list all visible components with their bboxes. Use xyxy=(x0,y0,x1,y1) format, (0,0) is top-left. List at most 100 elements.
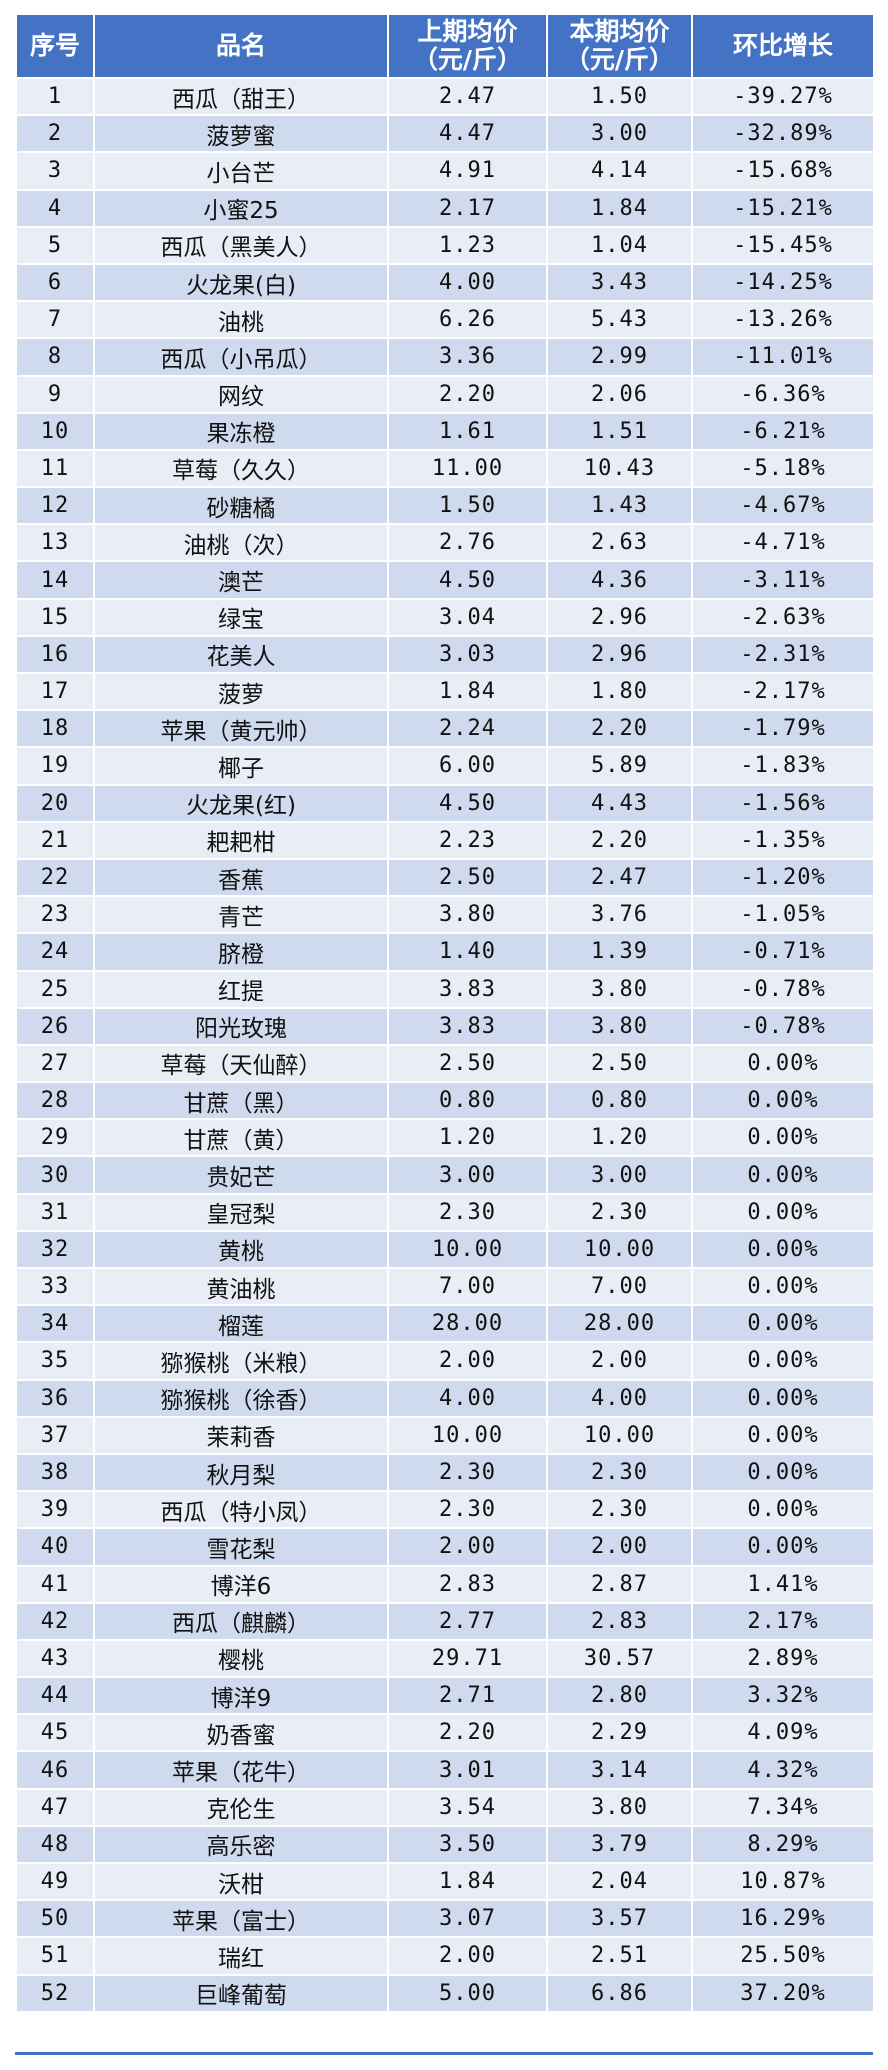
cell-previous-price: 4.47 xyxy=(389,116,546,152)
cell-product-name: 黄油桃 xyxy=(95,1269,387,1305)
header-index: 序号 xyxy=(17,15,93,77)
cell-previous-price: 3.04 xyxy=(389,599,546,635)
cell-index: 25 xyxy=(17,971,93,1007)
cell-change-rate: -2.63% xyxy=(693,599,873,635)
cell-change-rate: -1.79% xyxy=(693,711,873,747)
table-row: 50 苹果（富士） 3.07 3.57 16.29% xyxy=(17,1901,873,1937)
cell-change-rate: -3.11% xyxy=(693,562,873,598)
cell-index: 37 xyxy=(17,1417,93,1453)
table-body: 1 西瓜（甜王） 2.47 1.50 -39.27% 2 菠萝蜜 4.47 3.00 -32.89… xyxy=(17,79,873,2011)
cell-index: 13 xyxy=(17,525,93,561)
cell-index: 45 xyxy=(17,1715,93,1751)
table-row: 4 小蜜25 2.17 1.84 -15.21% xyxy=(17,190,873,226)
cell-previous-price: 3.83 xyxy=(389,971,546,1007)
cell-change-rate: -32.89% xyxy=(693,116,873,152)
cell-previous-price: 7.00 xyxy=(389,1269,546,1305)
cell-change-rate: -4.71% xyxy=(693,525,873,561)
cell-index: 44 xyxy=(17,1678,93,1714)
cell-index: 28 xyxy=(17,1083,93,1119)
cell-index: 52 xyxy=(17,1975,93,2011)
cell-previous-price: 2.50 xyxy=(389,1045,546,1082)
cell-current-price: 3.76 xyxy=(548,897,691,933)
cell-current-price: 10.00 xyxy=(548,1417,691,1453)
cell-index: 14 xyxy=(17,562,93,598)
table-row: 35 猕猴桃（米粮） 2.00 2.00 0.00% xyxy=(17,1343,873,1379)
cell-product-name: 苹果（黄元帅） xyxy=(95,711,387,747)
cell-previous-price: 2.23 xyxy=(389,822,546,858)
cell-current-price: 1.50 xyxy=(548,79,691,115)
cell-index: 18 xyxy=(17,711,93,747)
table-row: 49 沃柑 1.84 2.04 10.87% xyxy=(17,1864,873,1900)
cell-previous-price: 4.00 xyxy=(389,1380,546,1416)
cell-change-rate: -2.17% xyxy=(693,674,873,710)
cell-change-rate: -5.18% xyxy=(693,450,873,487)
cell-current-price: 2.30 xyxy=(548,1492,691,1528)
cell-index: 33 xyxy=(17,1269,93,1305)
cell-product-name: 高乐密 xyxy=(95,1826,387,1862)
cell-index: 7 xyxy=(17,302,93,338)
cell-previous-price: 28.00 xyxy=(389,1306,546,1342)
cell-previous-price: 1.20 xyxy=(389,1120,546,1156)
cell-change-rate: 1.41% xyxy=(693,1566,873,1602)
cell-product-name: 阳光玫瑰 xyxy=(95,1008,387,1044)
cell-product-name: 火龙果(红) xyxy=(95,785,387,821)
cell-product-name: 猕猴桃（米粮） xyxy=(95,1343,387,1379)
cell-previous-price: 3.03 xyxy=(389,636,546,672)
cell-previous-price: 4.00 xyxy=(389,264,546,301)
cell-previous-price: 5.00 xyxy=(389,1975,546,2011)
table-row: 25 红提 3.83 3.80 -0.78% xyxy=(17,971,873,1007)
table-row: 17 菠萝 1.84 1.80 -2.17% xyxy=(17,674,873,710)
cell-product-name: 沃柑 xyxy=(95,1864,387,1900)
cell-previous-price: 3.50 xyxy=(389,1826,546,1862)
table-row: 32 黄桃 10.00 10.00 0.00% xyxy=(17,1231,873,1267)
table-row: 15 绿宝 3.04 2.96 -2.63% xyxy=(17,599,873,635)
table-row: 5 西瓜（黑美人） 1.23 1.04 -15.45% xyxy=(17,227,873,263)
cell-product-name: 砂糖橘 xyxy=(95,488,387,524)
cell-current-price: 2.51 xyxy=(548,1938,691,1974)
cell-current-price: 2.20 xyxy=(548,822,691,858)
cell-product-name: 西瓜（小吊瓜） xyxy=(95,339,387,375)
cell-product-name: 菠萝 xyxy=(95,674,387,710)
cell-product-name: 巨峰葡萄 xyxy=(95,1975,387,2011)
cell-previous-price: 11.00 xyxy=(389,450,546,487)
cell-product-name: 果冻橙 xyxy=(95,413,387,449)
cell-change-rate: -6.36% xyxy=(693,376,873,412)
cell-index: 26 xyxy=(17,1008,93,1044)
cell-change-rate: 25.50% xyxy=(693,1938,873,1974)
cell-product-name: 西瓜（黑美人） xyxy=(95,227,387,263)
cell-change-rate: 0.00% xyxy=(693,1231,873,1267)
table-row: 51 瑞红 2.00 2.51 25.50% xyxy=(17,1938,873,1974)
cell-index: 43 xyxy=(17,1640,93,1677)
cell-change-rate: -0.71% xyxy=(693,934,873,970)
cell-current-price: 5.89 xyxy=(548,748,691,784)
table-row: 1 西瓜（甜王） 2.47 1.50 -39.27% xyxy=(17,79,873,115)
cell-previous-price: 1.84 xyxy=(389,674,546,710)
cell-change-rate: 2.17% xyxy=(693,1603,873,1639)
cell-product-name: 苹果（花牛） xyxy=(95,1752,387,1788)
cell-index: 11 xyxy=(17,450,93,487)
cell-previous-price: 1.50 xyxy=(389,488,546,524)
cell-change-rate: 4.09% xyxy=(693,1715,873,1751)
cell-index: 35 xyxy=(17,1343,93,1379)
table-row: 52 巨峰葡萄 5.00 6.86 37.20% xyxy=(17,1975,873,2011)
cell-previous-price: 29.71 xyxy=(389,1640,546,1677)
cell-product-name: 油桃（次） xyxy=(95,525,387,561)
cell-index: 32 xyxy=(17,1231,93,1267)
cell-previous-price: 10.00 xyxy=(389,1231,546,1267)
cell-previous-price: 3.80 xyxy=(389,897,546,933)
cell-index: 38 xyxy=(17,1454,93,1491)
cell-index: 36 xyxy=(17,1380,93,1416)
cell-index: 8 xyxy=(17,339,93,375)
cell-product-name: 苹果（富士） xyxy=(95,1901,387,1937)
cell-product-name: 秋月梨 xyxy=(95,1454,387,1491)
cell-current-price: 3.14 xyxy=(548,1752,691,1788)
cell-change-rate: -1.20% xyxy=(693,859,873,896)
table-row: 22 香蕉 2.50 2.47 -1.20% xyxy=(17,859,873,896)
table-row: 47 克伦生 3.54 3.80 7.34% xyxy=(17,1789,873,1825)
cell-index: 40 xyxy=(17,1529,93,1565)
cell-previous-price: 2.20 xyxy=(389,1715,546,1751)
cell-index: 19 xyxy=(17,748,93,784)
cell-previous-price: 1.61 xyxy=(389,413,546,449)
table-row: 29 甘蔗（黄） 1.20 1.20 0.00% xyxy=(17,1120,873,1156)
cell-product-name: 猕猴桃（徐香） xyxy=(95,1380,387,1416)
